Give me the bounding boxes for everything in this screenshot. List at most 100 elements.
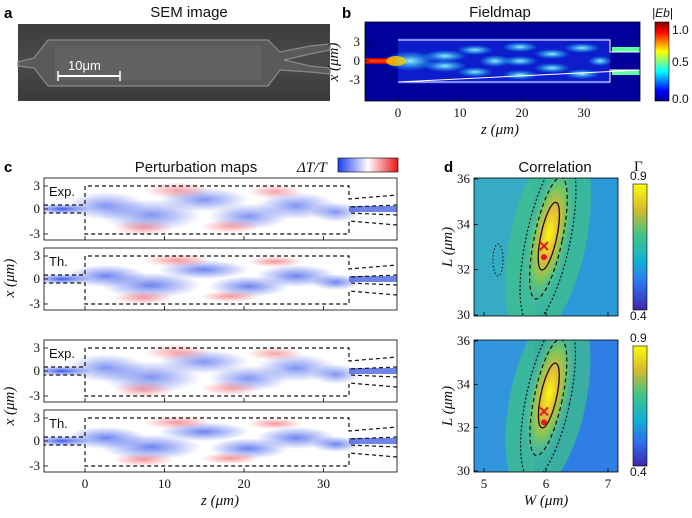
correlation-ytick-label: 34: [457, 216, 471, 231]
correlation-subplot: 36 34 32 30 0.9 0.4: [457, 331, 648, 479]
correlation-xtick-label: 7: [605, 476, 612, 491]
perturbation-ytick-label: -3: [29, 296, 40, 311]
correlation-contour-dashed: [528, 178, 568, 300]
fieldmap-ytick-label: 3: [354, 34, 361, 49]
fieldmap-xtick-label: 30: [578, 105, 591, 120]
perturbation-ytick-label: 3: [34, 340, 41, 355]
fieldmap-yticks: 3 0 -3: [349, 34, 369, 87]
sem-mmi-body: [55, 46, 261, 80]
panel-c: c Perturbation maps ΔT/T Exp.30-3Th.30-3…: [2, 157, 399, 509]
correlation-design-marker: [541, 419, 547, 426]
perturbation-ytick-label: 0: [34, 201, 41, 216]
panel-d: d Correlation Γ 36 34 32 30 0.9 0.4 36 34 32 30 0.…: [440, 159, 648, 509]
panel-a-title: SEM image: [150, 4, 228, 21]
panel-c-title: Perturbation maps: [135, 159, 258, 176]
panel-b: b Fieldmap 0 10 20 30 30-3: [326, 4, 689, 138]
panel-c-subplots: Exp. 3 0 -3 Th. 3 0 -3 Exp. 3 0 -3 Th. 3 0 -3: [29, 177, 398, 473]
fieldmap-ylabel: x (μm): [326, 43, 342, 83]
correlation-contour-solid: [537, 362, 560, 429]
correlation-colorbar: [632, 345, 648, 467]
perturbation-subplot-label: Exp.: [49, 184, 75, 199]
fieldmap-xlabel: z (μm): [480, 122, 519, 138]
perturbation-ytick-label: 0: [34, 363, 41, 378]
fieldmap-colorbar-label: |Eb|: [652, 6, 673, 20]
sem-scale-label: 10μm: [68, 58, 101, 73]
perturbation-ytick-label: -3: [29, 388, 40, 403]
correlation-max-marker: [539, 241, 549, 251]
panel-b-label: b: [342, 5, 351, 22]
perturbation-ytick-label: 0: [34, 433, 41, 448]
panel-d-xlabel: W (μm): [524, 493, 569, 509]
correlation-max-marker: [539, 406, 549, 417]
fieldmap-xtick-label: 0: [395, 105, 402, 120]
panel-c-ylabel-bottom: x (μm): [2, 387, 18, 427]
fieldmap-ytick-label: -3: [349, 72, 360, 87]
perturbation-xtick-label: 20: [238, 476, 251, 491]
perturbation-subplot: Th. 3 0 -3: [29, 247, 398, 311]
perturbation-ytick-label: 3: [34, 178, 41, 193]
correlation-contour-side: [492, 243, 504, 277]
device-outline: [44, 417, 398, 467]
perturbation-map-image: [44, 182, 397, 236]
panel-d-label: d: [444, 159, 453, 176]
fieldmap-outline: [397, 39, 641, 83]
correlation-xtick-label: 6: [543, 476, 550, 491]
panel-c-xticks: 0 10 20 30: [82, 476, 330, 491]
panel-a: a SEM image 10μm: [4, 4, 331, 101]
correlation-colorbar-tick-top: 0.9: [630, 331, 647, 345]
fieldmap-colorbar-tick: 0.0: [672, 92, 689, 106]
panel-b-title: Fieldmap: [469, 4, 531, 21]
panel-c-xlabel: z (μm): [200, 493, 239, 509]
perturbation-xtick-label: 30: [317, 476, 330, 491]
fieldmap-xtick-label: 10: [454, 105, 467, 120]
correlation-subplot: 36 34 32 30 0.9 0.4: [457, 169, 648, 323]
correlation-ytick-label: 32: [457, 420, 470, 435]
perturbation-map-image: [44, 416, 397, 466]
perturbation-map-image: [44, 254, 397, 304]
device-outline: [44, 185, 398, 235]
perturbation-ytick-label: 3: [34, 248, 41, 263]
perturbation-xtick-label: 0: [82, 476, 89, 491]
correlation-colorbar-tick-bottom: 0.4: [630, 465, 647, 479]
correlation-ytick-label: 36: [457, 171, 471, 186]
correlation-xtick-label: 5: [481, 476, 488, 491]
panel-d-colorbar-label: Γ: [634, 159, 643, 175]
panel-c-label: c: [4, 159, 12, 176]
device-outline: [44, 347, 398, 397]
panel-d-xticks: 5 6 7: [481, 476, 612, 491]
correlation-contour-dotted: [519, 340, 577, 472]
perturbation-ytick-label: 0: [34, 271, 41, 286]
perturbation-subplot: Exp. 3 0 -3: [29, 177, 398, 241]
panel-d-ylabel-top: L (μm): [440, 227, 456, 268]
fieldmap-xtick-label: 20: [516, 105, 529, 120]
correlation-map-image: [474, 178, 591, 316]
correlation-map-image: [474, 340, 591, 472]
correlation-colorbar-tick-bottom: 0.4: [630, 309, 647, 323]
panel-c-colorbar: [337, 157, 399, 173]
fieldmap-colorbar-ticks: 1.0 0.5 0.0: [672, 23, 689, 106]
perturbation-subplot: Exp. 3 0 -3: [29, 339, 398, 403]
perturbation-xtick-label: 10: [158, 476, 171, 491]
correlation-contour-dotted: [519, 178, 577, 316]
correlation-contour-solid: [537, 201, 561, 271]
perturbation-ytick-label: -3: [29, 458, 40, 473]
fieldmap-colorbar-tick: 1.0: [672, 23, 689, 37]
panel-d-subplots: 36 34 32 30 0.9 0.4 36 34 32 30 0.9 0.4: [457, 169, 648, 479]
perturbation-subplot-label: Th.: [49, 254, 68, 269]
correlation-ytick-label: 30: [457, 463, 470, 478]
fieldmap-ytick-label: 0: [354, 53, 361, 68]
perturbation-ytick-label: 3: [34, 410, 41, 425]
fieldmap-xticks: 0 10 20 30: [395, 97, 591, 120]
panel-c-colorbar-label: ΔT/T: [296, 160, 328, 176]
fieldmap-colorbar-tick: 0.5: [672, 55, 689, 69]
perturbation-map-image: [44, 344, 397, 398]
correlation-ytick-label: 36: [457, 333, 471, 348]
correlation-ytick-label: 32: [457, 262, 470, 277]
correlation-contour-dashed: [529, 340, 568, 457]
device-outline: [44, 255, 398, 305]
correlation-colorbar: [632, 183, 648, 311]
fieldmap-frame: [364, 21, 641, 102]
correlation-ytick-label: 30: [457, 307, 470, 322]
panel-d-ylabel-bottom: L (μm): [440, 386, 456, 427]
